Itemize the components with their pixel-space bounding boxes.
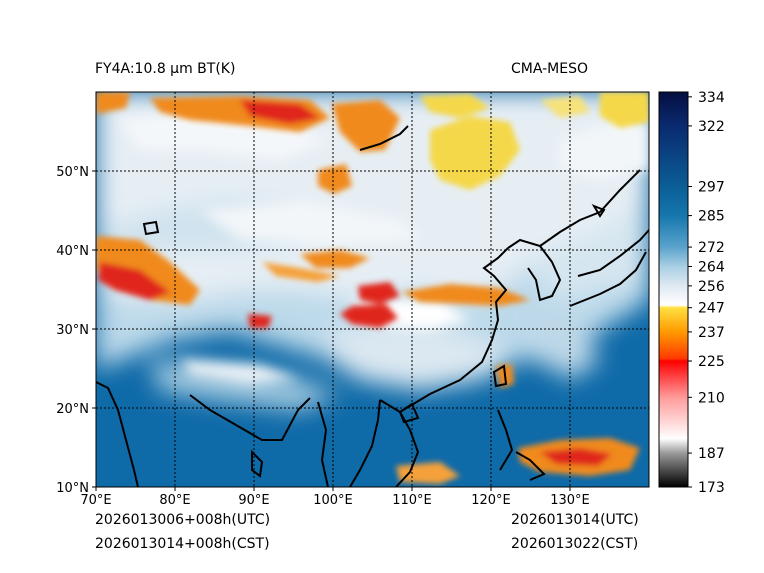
lon-tick-label: 70°E (80, 493, 111, 508)
lat-tick-label: 50°N (56, 165, 89, 180)
lon-tick-label: 120°E (471, 493, 511, 508)
lon-tick-label: 90°E (238, 493, 269, 508)
colorbar-tick-label: 173 (698, 480, 725, 496)
coastline-russia-far-east (539, 169, 641, 247)
coastline-bay-of-bengal (189, 394, 311, 441)
obs-time-cst-right: 2026013022(CST) (511, 536, 639, 552)
colorbar-ticks: 173 187 210 225 237 247 256 264 272 285 297 322 334 (688, 90, 725, 496)
coastline-taiwan (492, 364, 508, 388)
coastline-myanmar (317, 401, 329, 487)
map-title-right: CMA-MESO (511, 61, 589, 77)
colorbar-tick-label: 264 (698, 259, 725, 275)
colorbar-tick-label: 297 (698, 180, 725, 196)
coastline-hainan (398, 402, 420, 424)
colorbar-tick-label: 237 (698, 325, 725, 341)
coastline-baikal (359, 125, 409, 151)
colorbar-tick-label: 210 (698, 390, 725, 406)
coastline-balkhash (142, 220, 160, 236)
longitude-axis: 70°E 80°E 90°E 100°E 110°E 120°E 130°E (80, 487, 590, 508)
colorbar-tick-label: 256 (698, 279, 725, 295)
coastline-philippines (497, 409, 514, 471)
coastline-lake (591, 203, 606, 218)
valid-time-cst-left: 2026013014+008h(CST) (95, 536, 270, 552)
coastline-japan-north (577, 229, 649, 277)
coastline-japan-south (569, 251, 647, 307)
cold-cloud-tops (96, 92, 640, 484)
colorbar-tick-label: 187 (698, 446, 725, 462)
lon-tick-label: 110°E (392, 493, 432, 508)
map-title-left: FY4A:10.8 µm BT(K) (95, 61, 236, 77)
lon-tick-label: 130°E (550, 493, 590, 508)
coastline-indochina (349, 399, 381, 487)
colorbar-tick-label: 247 (698, 301, 725, 317)
brightness-temperature-field (96, 92, 649, 487)
colorbar-scale (659, 92, 688, 487)
lat-tick-label: 10°N (56, 481, 89, 496)
graticule-lines (96, 92, 649, 487)
lat-tick-label: 40°N (56, 244, 89, 259)
coastline-mindanao (515, 451, 546, 481)
latitude-axis: 10°N 20°N 30°N 40°N 50°N (56, 165, 96, 496)
coastline-china-east (399, 247, 509, 413)
colorbar-tick-label: 334 (698, 90, 725, 106)
colorbar-tick-label: 272 (698, 240, 725, 256)
colorbar-tick-label: 322 (698, 119, 725, 135)
coastline-sri-lanka (251, 449, 264, 478)
colorbar-frame (658, 91, 689, 488)
lat-tick-label: 30°N (56, 323, 89, 338)
map-frame (95, 91, 650, 488)
obs-time-utc-right: 2026013014(UTC) (511, 512, 639, 528)
coastline-korea (507, 238, 562, 302)
coastline-india-west (96, 381, 139, 487)
colorbar-tick-label: 285 (698, 209, 725, 225)
valid-time-utc-left: 2026013006+008h(UTC) (95, 512, 271, 528)
lon-tick-label: 80°E (159, 493, 190, 508)
colorbar-tick-label: 225 (698, 354, 725, 370)
coastline-vietnam (379, 399, 420, 487)
coastlines (96, 125, 649, 487)
lon-tick-label: 100°E (313, 493, 353, 508)
lat-tick-label: 20°N (56, 402, 89, 417)
